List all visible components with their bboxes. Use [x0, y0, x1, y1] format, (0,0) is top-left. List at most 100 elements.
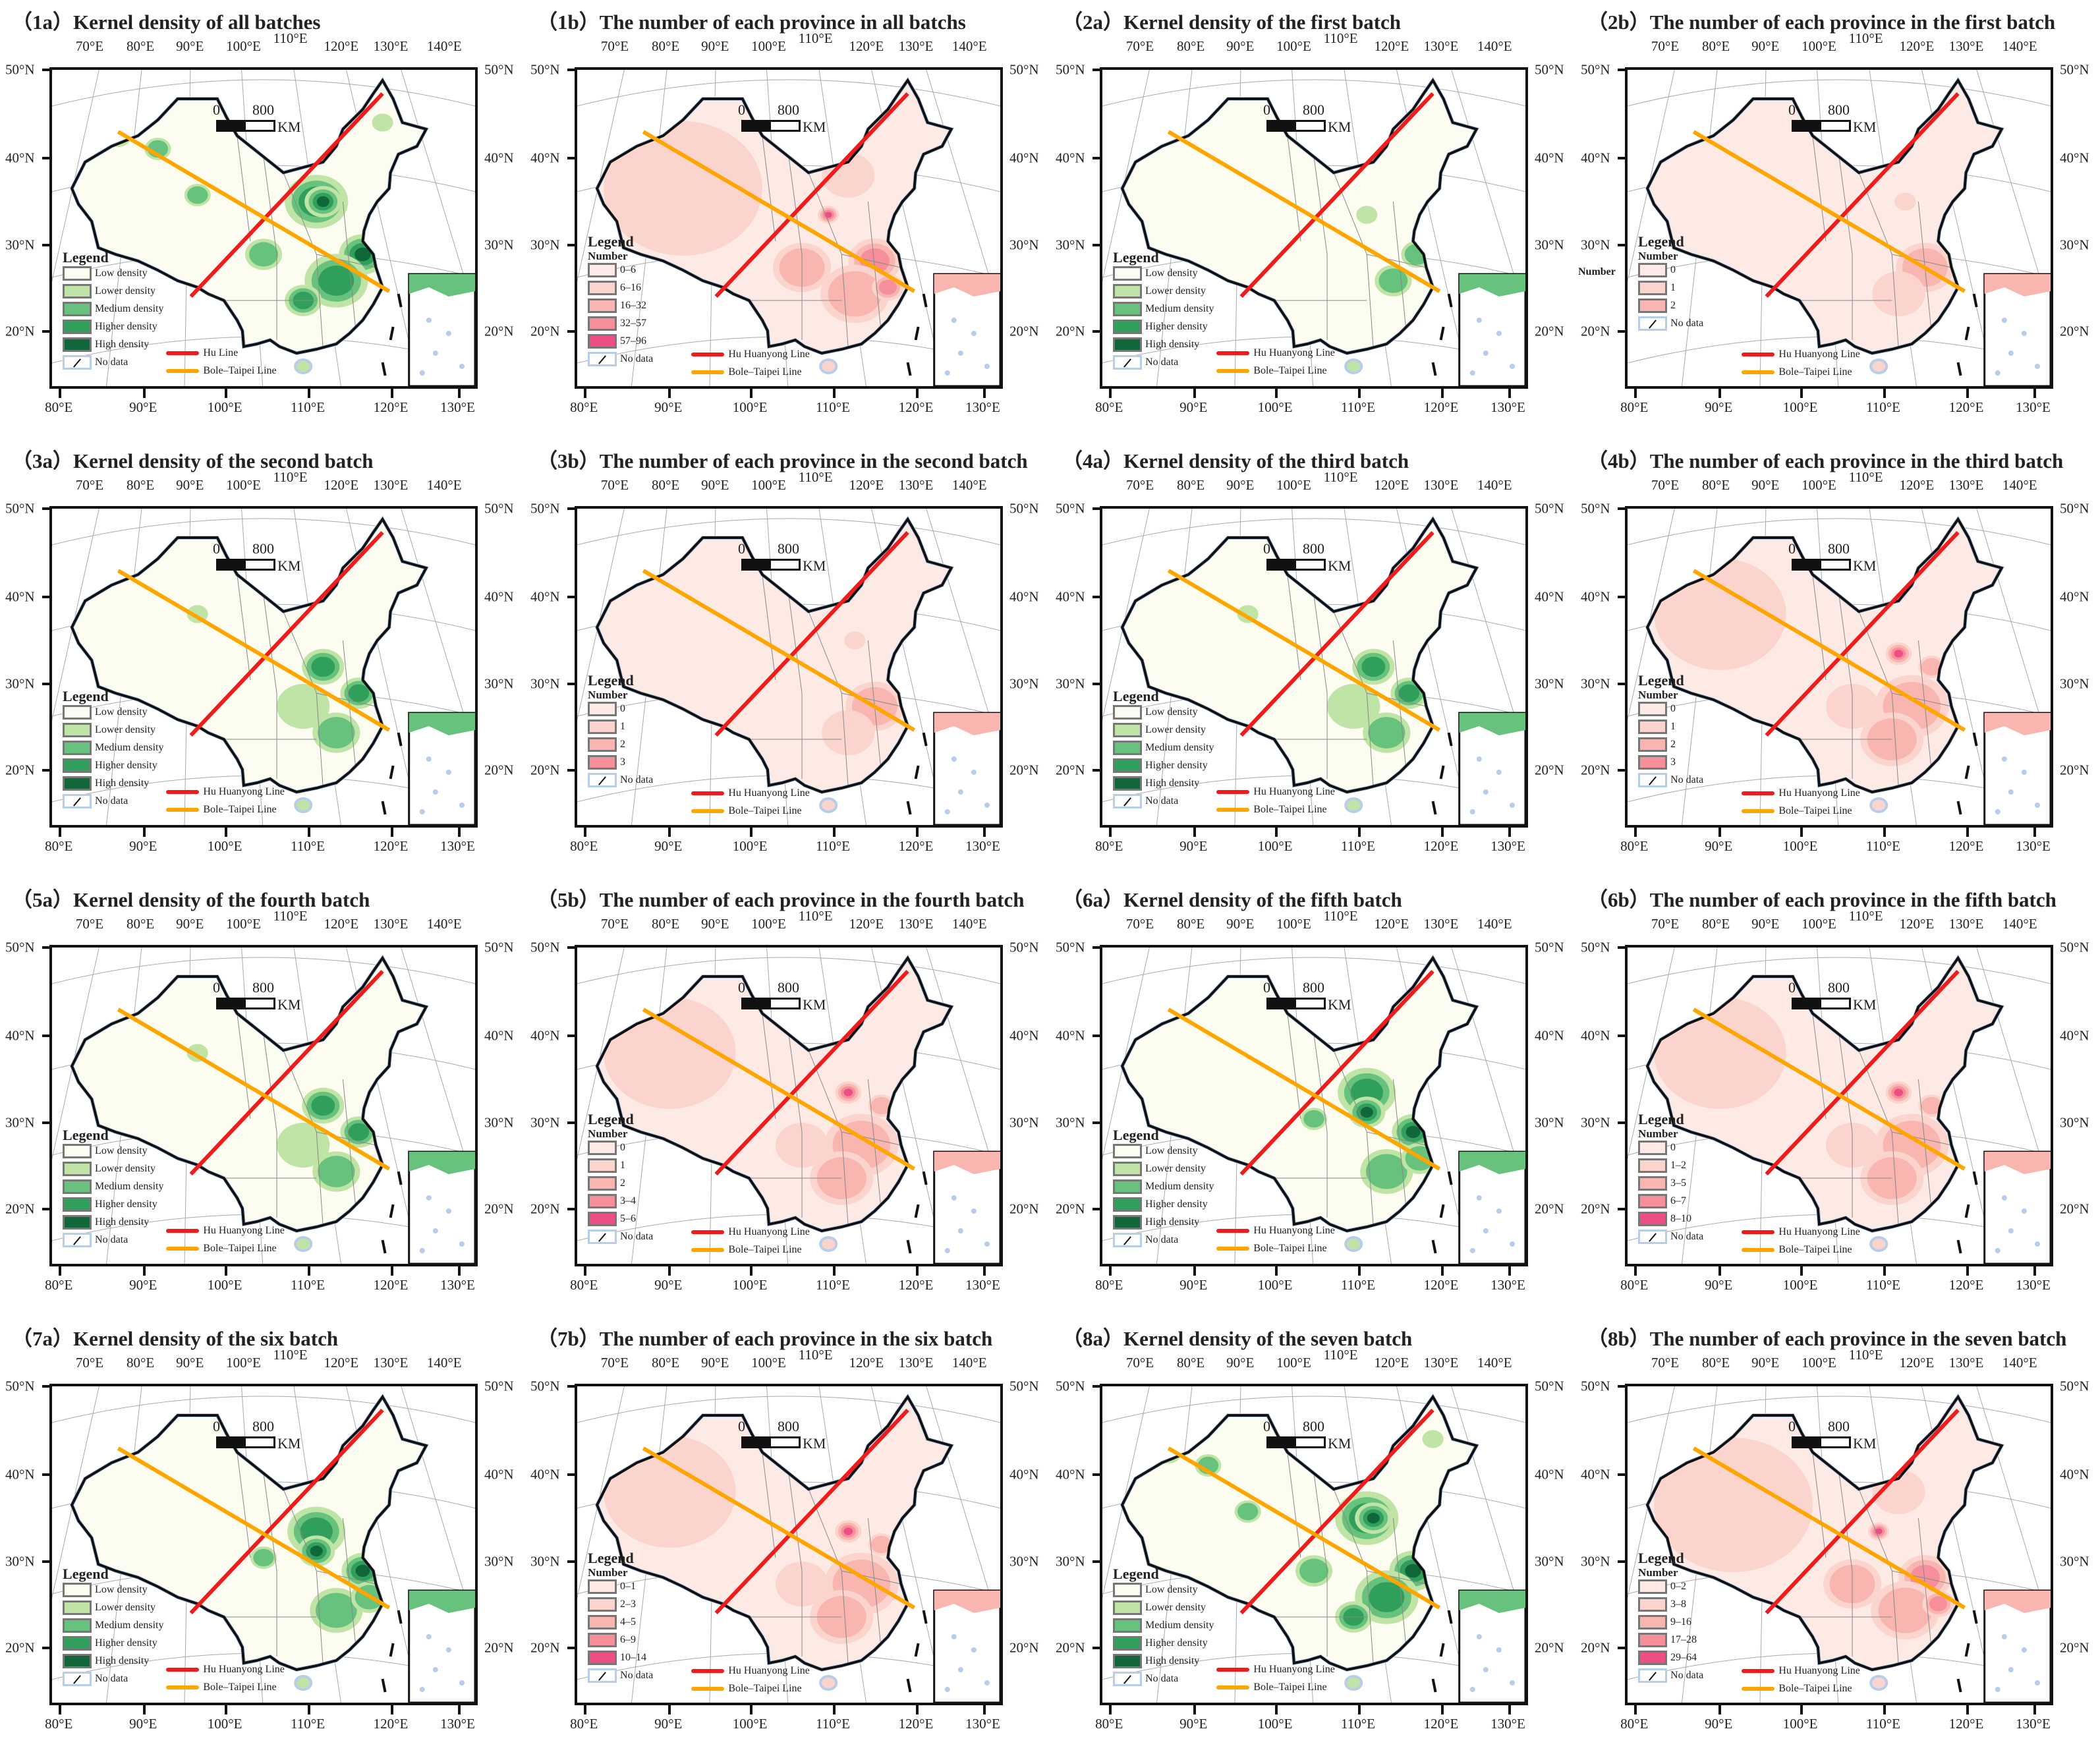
lon-label-bottom: 110°E — [291, 838, 326, 854]
inset-island — [984, 803, 990, 808]
legend-item: Higher density — [1113, 1196, 1214, 1214]
inset-land — [1459, 1152, 1525, 1174]
inset-island — [432, 351, 438, 356]
map-panel: （8a）Kernel density of the seven batch 70°… — [1050, 1317, 1575, 1755]
lon-label-bottom: 90°E — [654, 1277, 683, 1293]
lat-label-left: 30°N — [1581, 675, 1610, 692]
legend-item: 2 — [1638, 736, 1703, 754]
lat-label-left: 30°N — [1581, 237, 1610, 253]
lon-tick — [1440, 828, 1444, 837]
inset-island — [971, 1647, 977, 1653]
bole-line-swatch — [691, 370, 725, 375]
province-border — [1858, 172, 1892, 255]
legend-item: 2 — [1638, 297, 1703, 315]
inset-island — [1483, 1228, 1489, 1233]
hu-line-label: Hu Huanyong Line — [1778, 1665, 1860, 1677]
lat-tick — [567, 157, 577, 160]
china-map — [52, 70, 475, 386]
legend-item: Low density — [1113, 704, 1214, 722]
dashed-boundary — [389, 326, 395, 341]
lon-label-top: 80°E — [127, 916, 155, 932]
legend-swatch — [1638, 1633, 1668, 1648]
legend-swatch — [588, 316, 617, 331]
lon-label-top: 80°E — [1702, 1355, 1730, 1371]
map-panel: （6a）Kernel density of the fifth batch 70°… — [1050, 878, 1575, 1317]
province-border — [1333, 1488, 1367, 1572]
lat-tick — [42, 683, 51, 686]
hainan-island — [819, 1675, 838, 1691]
meridian-line — [1628, 1386, 1675, 1599]
inset-island — [432, 1228, 438, 1233]
lat-label-left: 20°N — [1581, 1639, 1610, 1656]
lat-label-right: 40°N — [1009, 1027, 1039, 1044]
legend-label: 2–3 — [620, 1599, 637, 1610]
legend-item: 57–96 — [588, 333, 653, 351]
hu-line-legend: Hu Huanyong Line — [166, 1222, 285, 1239]
legend-item: Higher density — [63, 1635, 163, 1653]
province-border — [1287, 135, 1301, 242]
lon-label-bottom: 110°E — [1866, 838, 1901, 854]
bole-line-swatch — [1742, 809, 1775, 814]
map-panel: （3b）The number of each province in the s… — [525, 439, 1050, 878]
province-border — [1858, 1050, 1892, 1133]
hu-line — [1765, 530, 1960, 737]
dashed-boundary — [914, 765, 920, 779]
province-border — [283, 611, 317, 694]
lon-tick — [1193, 389, 1197, 398]
dashed-boundary — [922, 293, 928, 308]
panel-title: （8a）Kernel density of the seven batch — [1062, 1327, 1413, 1350]
lat-tick — [42, 1121, 51, 1125]
inset-island — [1483, 1667, 1489, 1672]
bole-line-label: Bole–Taipei Line — [1778, 1683, 1852, 1695]
parallel-line — [577, 957, 1000, 984]
legend-label: Low density — [1145, 268, 1198, 279]
legend-item: 32–57 — [588, 315, 653, 333]
lat-tick — [1618, 1121, 1627, 1125]
legend-item: Low density — [63, 1143, 163, 1160]
legend-label: 10–14 — [620, 1652, 647, 1664]
inset-island — [984, 1241, 990, 1247]
lat-label-left: 20°N — [1056, 762, 1085, 778]
lon-label-top: 110°E — [273, 30, 308, 46]
legend-swatch — [588, 1579, 617, 1595]
lon-label-top: 70°E — [1125, 916, 1154, 932]
province-border — [237, 135, 251, 242]
legend-swatch — [1113, 705, 1143, 720]
scale-unit: KM — [277, 119, 301, 135]
lat-label-right: 30°N — [1009, 237, 1039, 253]
meridian-line — [577, 1386, 625, 1599]
scale-bar-graphic — [741, 120, 801, 132]
lon-tick — [225, 389, 228, 398]
lon-label-top: 100°E — [1276, 1355, 1311, 1371]
hu-line-swatch — [1742, 791, 1775, 796]
bole-taipei-line — [117, 1446, 391, 1610]
lon-label-top: 90°E — [176, 1355, 204, 1371]
panel-title: （1b）The number of each province in all b… — [537, 11, 966, 34]
lon-label-top: 120°E — [324, 916, 359, 932]
province-border — [808, 1488, 842, 1572]
lon-label-bottom: 120°E — [373, 399, 409, 415]
lat-label-left: 20°N — [530, 1639, 560, 1656]
lon-label-top: 90°E — [701, 916, 729, 932]
legend-label: No data — [1145, 1234, 1179, 1246]
inset-land — [409, 1152, 475, 1174]
legend-label: No data — [620, 353, 654, 365]
dashed-boundary — [914, 1643, 920, 1657]
lon-label-top: 100°E — [1802, 1355, 1836, 1371]
province-border — [808, 1050, 842, 1133]
bole-line-legend: Bole–Taipei Line — [166, 801, 285, 818]
hu-line-label: Hu Huanyong Line — [203, 785, 285, 797]
lat-label-right: 40°N — [2060, 150, 2089, 166]
lat-label-left: 20°N — [1581, 1201, 1610, 1217]
lon-label-bottom: 80°E — [45, 1716, 73, 1732]
lat-label-left: 50°N — [5, 939, 35, 955]
lon-label-top: 70°E — [600, 916, 629, 932]
lon-label-top: 120°E — [1899, 916, 1935, 932]
legend-item: Low density — [1113, 265, 1214, 283]
legend-heading: Legend — [1638, 233, 1684, 250]
lon-label-bottom: 110°E — [1341, 399, 1376, 415]
dashed-boundary — [397, 1171, 403, 1185]
lon-tick — [1508, 1266, 1511, 1276]
lon-tick — [308, 1705, 311, 1714]
lat-tick — [42, 946, 51, 949]
